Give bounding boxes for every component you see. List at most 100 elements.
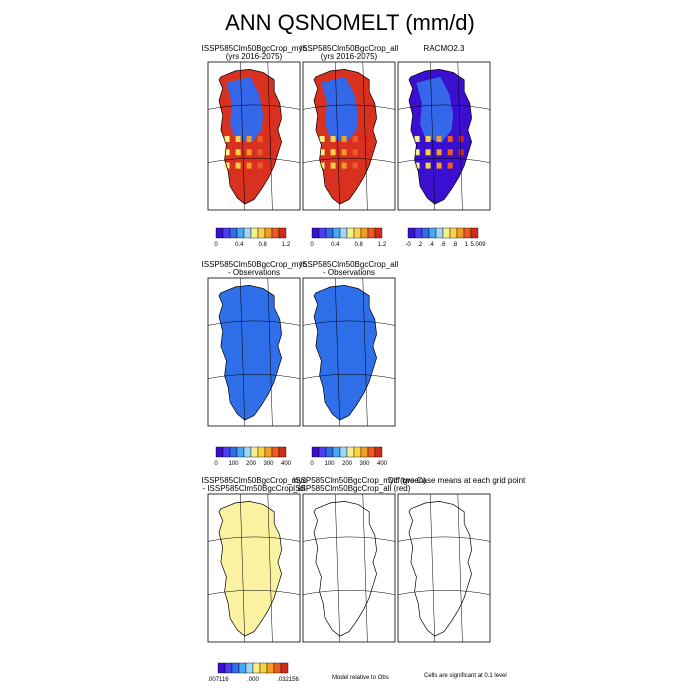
panel-title-7: Diff two Case means at each grid point (388, 476, 526, 485)
colorbar-swatch (271, 446, 280, 458)
meridian-line (334, 493, 341, 643)
colorbar-tick-label: 200 (246, 461, 257, 467)
colorbar-swatch (325, 227, 334, 239)
colorbar-tick-label: 0.8 (355, 242, 364, 248)
coastline (408, 501, 472, 637)
colorbar-swatch (245, 662, 254, 674)
colorbar-swatch (250, 446, 259, 458)
map-panel-3 (207, 277, 301, 427)
grid-cell (257, 149, 263, 156)
panel-title-line2: (yrs 2016-2075) (225, 52, 283, 61)
graticule-line (397, 157, 491, 163)
graticule-line (207, 589, 301, 595)
colorbar-swatch (353, 227, 362, 239)
panel-title-line2: - Observations (322, 268, 376, 277)
colorbar-swatch (353, 446, 362, 458)
colorbar-swatch (257, 227, 266, 239)
colorbar-swatch (222, 446, 231, 458)
coastline (218, 501, 282, 637)
colorbar-swatch (257, 446, 266, 458)
colorbar-swatch (414, 227, 423, 239)
colorbar-swatch (421, 227, 430, 239)
meridian-line (362, 277, 368, 427)
colorbar-tick-label: 300 (263, 461, 274, 467)
colorbar-swatch (278, 227, 287, 239)
map-panel-5 (207, 493, 301, 643)
panel-title-line2: ISSP585Clm50BgcCrop_all (red) (293, 484, 411, 493)
grid-cell (341, 162, 347, 169)
graticule-line (302, 104, 396, 110)
colorbar-swatch (332, 446, 341, 458)
colorbar-swatch (325, 446, 334, 458)
colorbar-swatch (264, 446, 273, 458)
graticule-line (302, 320, 396, 326)
colorbar-swatch (346, 227, 355, 239)
colorbar-cb-diff-myc: 0 100 200 300 400 (214, 446, 292, 467)
colorbar-swatch (217, 662, 226, 674)
colorbar-swatch (442, 227, 451, 239)
colorbar-swatch (367, 446, 376, 458)
panel-title-6: ISSP585Clm50BgcCrop_myc (green) ISSP585Cl… (293, 477, 426, 493)
grid-cell (224, 149, 230, 156)
grid-cell (246, 136, 252, 142)
interior-field (321, 76, 359, 142)
grid-cell (352, 136, 358, 142)
graticule-line (302, 373, 396, 379)
panel-title-5: ISSP585Clm50BgcCrop_myc - ISSP585Clm50Bgc… (198, 477, 310, 493)
colorbar-tick-label: .6 (440, 242, 446, 248)
colorbar-swatch (318, 227, 327, 239)
panel-title-line1: ISSP585Clm50BgcCrop_myc (201, 44, 307, 53)
map-panel-1 (302, 61, 396, 211)
panel-frame (302, 493, 396, 643)
graticule-line (302, 157, 396, 163)
colorbar-tick-label: 100 (228, 461, 239, 467)
meridian-line (334, 61, 341, 211)
panel-title-4: ISSP585Clm50BgcCrop_all - Observations (293, 261, 405, 277)
grid-cell (447, 162, 453, 169)
colorbar-swatch (360, 446, 369, 458)
grid-cell (224, 162, 230, 169)
coastline (218, 69, 282, 205)
panel-title-0: ISSP585Clm50BgcCrop_myc (yrs 2016-2075) (198, 45, 310, 61)
graticule-line (397, 536, 491, 542)
colorbar-swatch (229, 446, 238, 458)
colorbar-swatch (456, 227, 465, 239)
grid-cell (268, 136, 274, 142)
meridian-line (457, 61, 463, 211)
grid-cell (352, 149, 358, 156)
graticule-line (397, 104, 491, 110)
diff-field (219, 285, 282, 421)
grid-cell (330, 149, 336, 156)
panel-title-1: ISSP585Clm50BgcCrop_all (yrs 2016-2075) (293, 45, 405, 61)
grid-cell (268, 149, 274, 156)
colorbar-swatch (360, 227, 369, 239)
colorbar-swatch (449, 227, 458, 239)
grid-cell (363, 149, 369, 156)
colorbar-swatch (339, 446, 348, 458)
coastline (313, 285, 377, 421)
coastline (408, 69, 472, 205)
graticule-line (207, 104, 301, 110)
grid-cell (319, 149, 325, 156)
colorbar-swatch (435, 227, 444, 239)
graticule-line (397, 589, 491, 595)
colorbar-swatch (252, 662, 261, 674)
colorbar-tick-label: 100 (324, 461, 335, 467)
colorbar-swatch (238, 662, 247, 674)
colorbar-swatch (463, 227, 472, 239)
colorbar-swatch (222, 227, 231, 239)
colorbar-tick-label: -0 (405, 242, 411, 248)
panel-title-3: ISSP585Clm50BgcCrop_myc - Observations (198, 261, 310, 277)
meridian-line (362, 61, 368, 211)
panel-title-line2: (yrs 2016-2075) (320, 52, 378, 61)
colorbar-cb-melt-all: 0 0.4 0.8 1.2 (310, 227, 387, 248)
grid-cell (447, 136, 453, 142)
panel-title-line2: - Observations (227, 268, 281, 277)
grid-cell (414, 149, 420, 156)
grid-cell (319, 162, 325, 169)
colorbar-tick-label: 0.8 (259, 242, 268, 248)
panel-title-line1: Diff two Case means at each grid point (388, 476, 526, 485)
model-relative-note: Model relative to Obs (332, 675, 389, 681)
meridian-line (239, 277, 246, 427)
